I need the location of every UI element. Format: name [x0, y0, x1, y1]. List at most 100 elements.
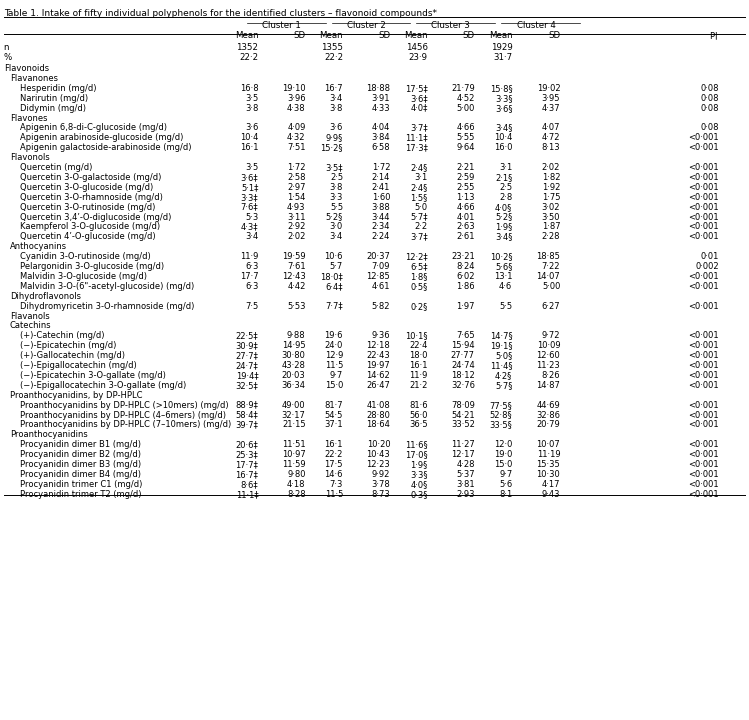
Text: 10·6: 10·6	[324, 252, 343, 261]
Text: 15·2§: 15·2§	[321, 143, 343, 153]
Text: 2·93: 2·93	[456, 490, 475, 499]
Text: 81·7: 81·7	[324, 401, 343, 410]
Text: (−)-Epicatechin (mg/d): (−)-Epicatechin (mg/d)	[20, 341, 117, 351]
Text: <0·001: <0·001	[688, 272, 719, 281]
Text: 12·2‡: 12·2‡	[405, 252, 428, 261]
Text: <0·001: <0·001	[688, 460, 719, 469]
Text: 4·28: 4·28	[456, 460, 475, 469]
Text: Quercetin 4’-Ο-glucoside (mg/d): Quercetin 4’-Ο-glucoside (mg/d)	[20, 233, 156, 241]
Text: 24·74: 24·74	[451, 361, 475, 370]
Text: 11·23: 11·23	[536, 361, 560, 370]
Text: 9·72: 9·72	[542, 331, 560, 341]
Text: <0·001: <0·001	[688, 212, 719, 222]
Text: 1·72: 1·72	[372, 163, 390, 172]
Text: 7·65: 7·65	[456, 331, 475, 341]
Text: 18·12: 18·12	[451, 371, 475, 380]
Text: 14·62: 14·62	[366, 371, 390, 380]
Text: 1352: 1352	[237, 42, 258, 52]
Text: 2·5: 2·5	[499, 183, 512, 192]
Text: 0·08: 0·08	[700, 84, 719, 93]
Text: Flavones: Flavones	[10, 114, 47, 122]
Text: 3·6: 3·6	[330, 124, 343, 132]
Text: 77·5§: 77·5§	[490, 401, 512, 410]
Text: <0·001: <0·001	[688, 331, 719, 341]
Text: 3·3§: 3·3§	[495, 94, 512, 103]
Text: 5·0: 5·0	[414, 203, 428, 212]
Text: Cluster 2: Cluster 2	[347, 21, 386, 30]
Text: 14·6: 14·6	[324, 470, 343, 479]
Text: 3·81: 3·81	[456, 480, 475, 489]
Text: 1·87: 1·87	[542, 222, 560, 232]
Text: 44·69: 44·69	[536, 401, 560, 410]
Text: 17·7: 17·7	[240, 272, 258, 281]
Text: 10·4: 10·4	[240, 133, 258, 143]
Text: 1·5§: 1·5§	[410, 193, 428, 202]
Text: 3·4: 3·4	[330, 233, 343, 241]
Text: <0·001: <0·001	[688, 410, 719, 420]
Text: 2·58: 2·58	[287, 173, 306, 182]
Text: 6·4‡: 6·4‡	[326, 282, 343, 291]
Text: 5·2§: 5·2§	[495, 212, 512, 222]
Text: Dihydromyricetin 3-Ο-rhamnoside (mg/d): Dihydromyricetin 3-Ο-rhamnoside (mg/d)	[20, 302, 195, 311]
Text: Quercetin 3-Ο-rhamnoside (mg/d): Quercetin 3-Ο-rhamnoside (mg/d)	[20, 193, 163, 202]
Text: 14·07: 14·07	[536, 272, 560, 281]
Text: 6·3: 6·3	[245, 262, 258, 271]
Text: 12·0: 12·0	[494, 441, 512, 449]
Text: (−)-Epigallocatechin 3-Ο-gallate (mg/d): (−)-Epigallocatechin 3-Ο-gallate (mg/d)	[20, 381, 187, 390]
Text: 10·1§: 10·1§	[405, 331, 428, 341]
Text: 14·87: 14·87	[536, 381, 560, 390]
Text: 1·75: 1·75	[542, 193, 560, 202]
Text: 4·6: 4·6	[499, 282, 512, 291]
Text: <0·001: <0·001	[688, 183, 719, 192]
Text: 16·1: 16·1	[409, 361, 428, 370]
Text: Procyanidin dimer B1 (mg/d): Procyanidin dimer B1 (mg/d)	[20, 441, 142, 449]
Text: 2·4§: 2·4§	[410, 183, 428, 192]
Text: 12·18: 12·18	[366, 341, 390, 351]
Text: 58·4‡: 58·4‡	[236, 410, 258, 420]
Text: 39·7‡: 39·7‡	[235, 420, 258, 430]
Text: 9·92: 9·92	[372, 470, 390, 479]
Text: 16·7: 16·7	[324, 84, 343, 93]
Text: 1·9§: 1·9§	[410, 460, 428, 469]
Text: 3·50: 3·50	[542, 212, 560, 222]
Text: 1·72: 1·72	[287, 163, 306, 172]
Text: 11·9: 11·9	[409, 371, 428, 380]
Text: Quercetin 3,4’-Ο-diglucoside (mg/d): Quercetin 3,4’-Ο-diglucoside (mg/d)	[20, 212, 172, 222]
Text: 2·55: 2·55	[456, 183, 475, 192]
Text: 18·64: 18·64	[366, 420, 390, 430]
Text: 2·14: 2·14	[372, 173, 390, 182]
Text: 28·80: 28·80	[366, 410, 390, 420]
Text: 23·9: 23·9	[409, 53, 428, 62]
Text: 15·0: 15·0	[324, 381, 343, 390]
Text: 4·3‡: 4·3‡	[241, 222, 258, 232]
Text: 11·51: 11·51	[282, 441, 306, 449]
Text: <0·001: <0·001	[688, 203, 719, 212]
Text: 0·002: 0·002	[695, 262, 719, 271]
Text: 4·93: 4·93	[287, 203, 306, 212]
Text: 8·6‡: 8·6‡	[240, 480, 258, 489]
Text: 3·6§: 3·6§	[495, 104, 512, 113]
Text: 11·6§: 11·6§	[405, 441, 428, 449]
Text: 16·0: 16·0	[494, 143, 512, 153]
Text: 3·5: 3·5	[245, 94, 258, 103]
Text: <0·001: <0·001	[688, 490, 719, 499]
Text: 10·4: 10·4	[494, 133, 512, 143]
Text: Cluster 1: Cluster 1	[262, 21, 301, 30]
Text: <0·001: <0·001	[688, 371, 719, 380]
Text: 6·27: 6·27	[542, 302, 560, 311]
Text: Kaempferol 3-Ο-glucoside (mg/d): Kaempferol 3-Ο-glucoside (mg/d)	[20, 222, 160, 232]
Text: 2·61: 2·61	[456, 233, 475, 241]
Text: 9·43: 9·43	[542, 490, 560, 499]
Text: 20·79: 20·79	[536, 420, 560, 430]
Text: 11·27: 11·27	[451, 441, 475, 449]
Text: 3·84: 3·84	[372, 133, 390, 143]
Text: <0·001: <0·001	[688, 133, 719, 143]
Text: 20·03: 20·03	[282, 371, 306, 380]
Text: Flavanols: Flavanols	[10, 312, 49, 320]
Text: 11·4§: 11·4§	[490, 361, 512, 370]
Text: 8·1: 8·1	[499, 490, 512, 499]
Text: 3·8: 3·8	[245, 104, 258, 113]
Text: 3·6: 3·6	[245, 124, 258, 132]
Text: 3·5‡: 3·5‡	[326, 163, 343, 172]
Text: Dihydroflavonols: Dihydroflavonols	[10, 292, 81, 301]
